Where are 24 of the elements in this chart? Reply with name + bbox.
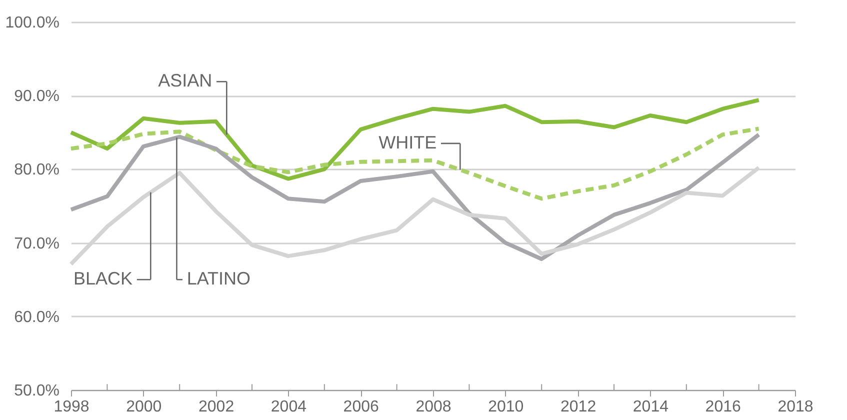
x-tick-label: 2006 bbox=[343, 398, 379, 416]
y-tick-label: 50.0% bbox=[14, 382, 60, 400]
text: LATINO bbox=[186, 268, 251, 289]
series-label: BLACK bbox=[74, 268, 133, 289]
y-tick-label: 100.0% bbox=[5, 14, 60, 32]
x-tick-label: 2000 bbox=[126, 398, 162, 416]
y-tick-label: 60.0% bbox=[14, 308, 60, 326]
x-tick-label: 2018 bbox=[778, 398, 814, 416]
x-tick-label: 2008 bbox=[416, 398, 452, 416]
x-tick-label: 2016 bbox=[705, 398, 741, 416]
x-tick-label: 2012 bbox=[560, 398, 596, 416]
x-tick-label: 2004 bbox=[270, 398, 307, 416]
x-tick-label: 2010 bbox=[488, 398, 524, 416]
y-tick-label: 80.0% bbox=[14, 162, 60, 179]
y-tick-label: 70.0% bbox=[14, 235, 60, 252]
x-tick-label: 1998 bbox=[54, 398, 90, 416]
line-series bbox=[69, 126, 761, 201]
series-label: WHITE bbox=[378, 132, 437, 152]
series-label: ASIAN bbox=[158, 70, 212, 91]
line-series bbox=[69, 132, 761, 261]
line-series bbox=[69, 98, 761, 181]
x-tick-label: 2002 bbox=[198, 398, 234, 416]
x-tick-label: 2014 bbox=[632, 398, 669, 416]
y-tick-label: 90.0% bbox=[14, 88, 60, 106]
